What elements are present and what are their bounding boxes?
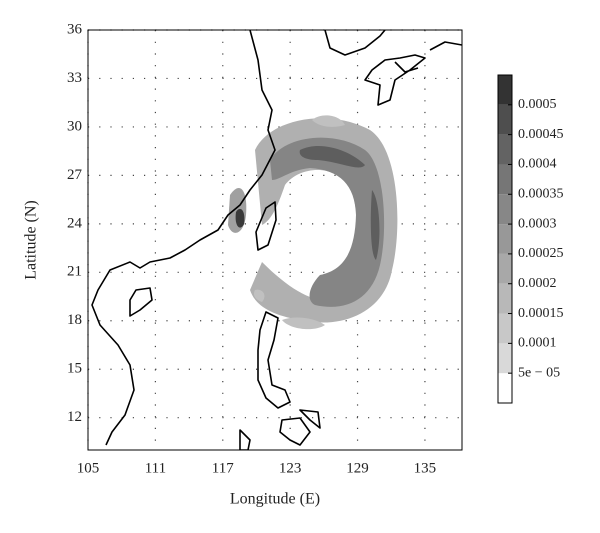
- y-tick-label: 15: [67, 361, 82, 377]
- colorbar-segment: [498, 164, 512, 195]
- x-tick-label: 135: [414, 460, 437, 476]
- colorbar-label: 0.0001: [518, 336, 557, 351]
- coastline: [324, 30, 462, 106]
- colorbar-segment: [498, 253, 512, 284]
- field-shade: [299, 145, 380, 260]
- colorbar-label: 0.00035: [518, 186, 564, 201]
- field: [91, 30, 462, 450]
- colorbar-segment: [498, 104, 512, 135]
- colorbar-label: 0.00025: [518, 246, 564, 261]
- x-tick-label: 111: [145, 460, 166, 476]
- coastline: [129, 287, 153, 317]
- colorbar-segment: [498, 194, 512, 225]
- coastline: [91, 30, 276, 446]
- coastline: [255, 201, 277, 251]
- x-tick-label: 129: [346, 460, 369, 476]
- y-tick-label: 33: [67, 70, 82, 86]
- y-tick-label: 36: [67, 21, 83, 37]
- x-tick-label: 123: [279, 460, 302, 476]
- y-tick-label: 30: [67, 118, 82, 134]
- y-tick-label: 21: [67, 264, 82, 280]
- colorbar-frame: [497, 74, 513, 404]
- x-tick-label: 117: [212, 460, 234, 476]
- colorbar-segment: [498, 134, 512, 165]
- x-axis-title: Longitude (E): [230, 491, 320, 508]
- field-shade: [270, 137, 385, 307]
- x-tick-label: 105: [77, 460, 100, 476]
- colorbar-segment: [498, 283, 512, 314]
- y-tick-label: 18: [67, 312, 82, 328]
- y-tick-label: 27: [67, 167, 83, 183]
- colorbar-label: 5e − 05: [518, 365, 560, 380]
- y-tick-label: 12: [67, 409, 82, 425]
- colorbar-segment: [498, 313, 512, 344]
- field-shade: [235, 208, 245, 228]
- y-axis-title: Latitude (N): [23, 200, 40, 280]
- colorbar-segment: [498, 75, 512, 105]
- colorbar-label: 0.0004: [518, 157, 557, 172]
- colorbar-label: 0.0002: [518, 276, 557, 291]
- y-tick-label: 24: [67, 215, 83, 231]
- coastline: [239, 311, 321, 450]
- colorbar-label: 0.00015: [518, 306, 564, 321]
- colorbar-segment: [498, 343, 512, 374]
- colorbar-segment: [498, 224, 512, 254]
- colorbar-label: 0.0005: [518, 97, 557, 112]
- plot-frame: [87, 29, 463, 451]
- colorbar-label: 0.00045: [518, 127, 564, 142]
- colorbar-label: 0.0003: [518, 216, 557, 231]
- colorbar: 5e − 05 0.0001 0.00015 0.0002 0.00025 0.0003 0…: [497, 74, 564, 404]
- colorbar-segment: [498, 373, 512, 403]
